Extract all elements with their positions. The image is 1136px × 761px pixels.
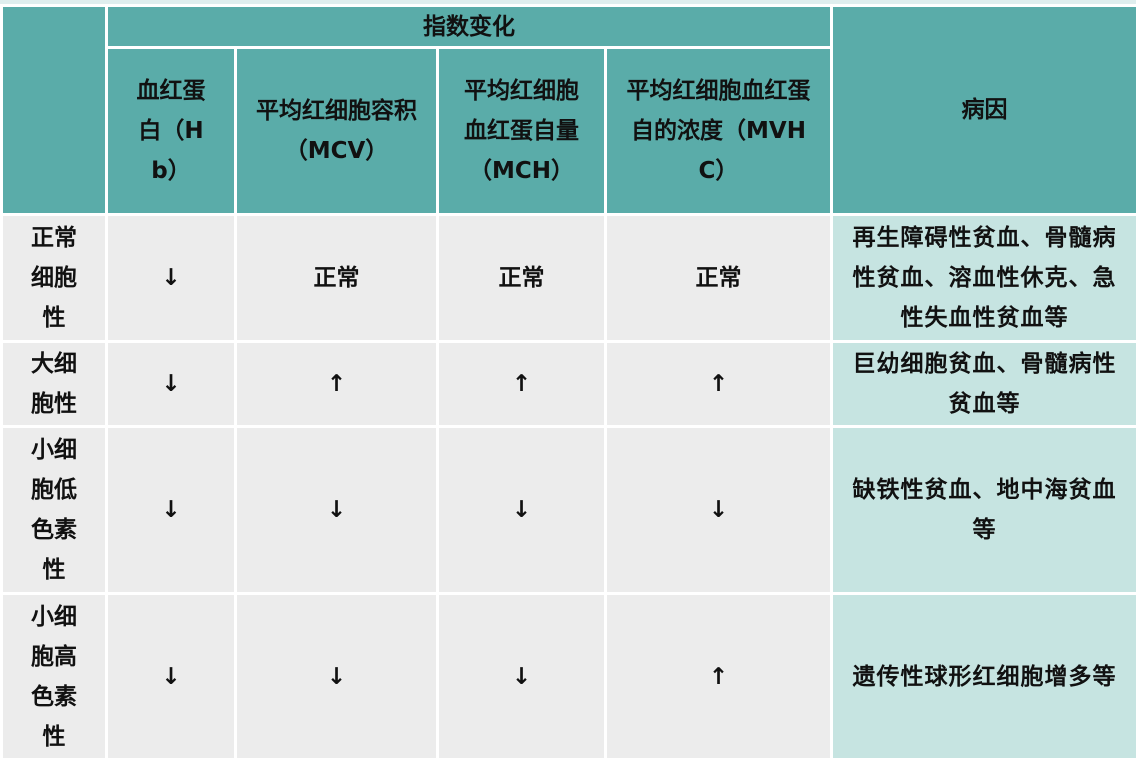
mcv-cell: ↓	[236, 427, 438, 594]
header-mcv: 平均红细胞容积（MCV）	[236, 48, 438, 215]
hb-cell: ↓	[107, 342, 236, 427]
mvhc-cell: ↑	[606, 594, 832, 760]
cause-cell: 巨幼细胞贫血、骨髓病性贫血等	[832, 342, 1136, 427]
type-cell: 大细胞性	[2, 342, 107, 427]
header-hb: 血红蛋白（Hb）	[107, 48, 236, 215]
anemia-table: 指数变化 病因 血红蛋白（Hb） 平均红细胞容积（MCV） 平均红细胞血红蛋自量…	[0, 4, 1136, 761]
type-cell: 小细胞低色素性	[2, 427, 107, 594]
cause-header: 病因	[832, 6, 1136, 215]
header-mch: 平均红细胞血红蛋自量（MCH）	[438, 48, 606, 215]
cause-cell: 遗传性球形红细胞增多等	[832, 594, 1136, 760]
corner-header	[2, 6, 107, 215]
group-header: 指数变化	[107, 6, 832, 48]
type-cell: 小细胞高色素性	[2, 594, 107, 760]
mvhc-cell: ↓	[606, 427, 832, 594]
header-mvhc: 平均红细胞血红蛋自的浓度（MVHC）	[606, 48, 832, 215]
type-cell: 正常细胞性	[2, 215, 107, 342]
cause-cell: 缺铁性贫血、地中海贫血等	[832, 427, 1136, 594]
hb-cell: ↓	[107, 215, 236, 342]
table-row: 正常细胞性 ↓ 正常 正常 正常 再生障碍性贫血、骨髓病性贫血、溶血性休克、急性…	[2, 215, 1136, 342]
table-row: 小细胞低色素性 ↓ ↓ ↓ ↓ 缺铁性贫血、地中海贫血等	[2, 427, 1136, 594]
hb-cell: ↓	[107, 594, 236, 760]
table-row: 大细胞性 ↓ ↑ ↑ ↑ 巨幼细胞贫血、骨髓病性贫血等	[2, 342, 1136, 427]
mcv-cell: ↓	[236, 594, 438, 760]
table-row: 小细胞高色素性 ↓ ↓ ↓ ↑ 遗传性球形红细胞增多等	[2, 594, 1136, 760]
mch-cell: ↓	[438, 594, 606, 760]
mcv-cell: 正常	[236, 215, 438, 342]
mch-cell: ↑	[438, 342, 606, 427]
mcv-cell: ↑	[236, 342, 438, 427]
mvhc-cell: ↑	[606, 342, 832, 427]
cause-cell: 再生障碍性贫血、骨髓病性贫血、溶血性休克、急性失血性贫血等	[832, 215, 1136, 342]
mvhc-cell: 正常	[606, 215, 832, 342]
mch-cell: 正常	[438, 215, 606, 342]
mch-cell: ↓	[438, 427, 606, 594]
hb-cell: ↓	[107, 427, 236, 594]
